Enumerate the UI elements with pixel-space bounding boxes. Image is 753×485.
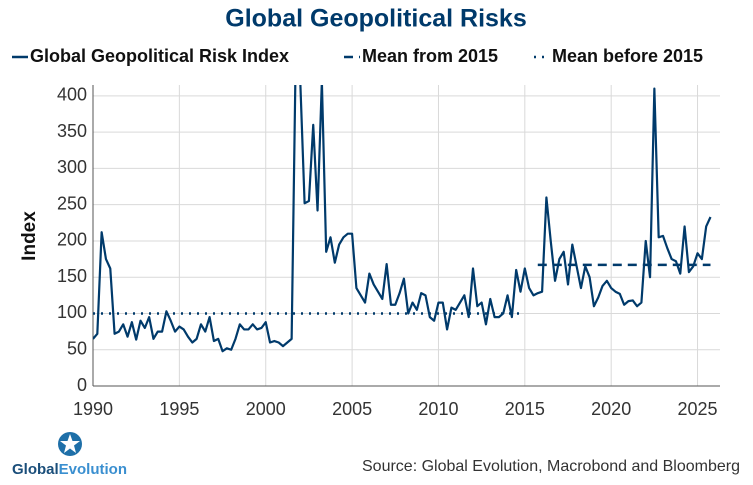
- y-axis-label: Index: [19, 211, 40, 261]
- logo-star: [60, 434, 80, 453]
- svg-text:GlobalEvolution: GlobalEvolution: [12, 461, 127, 478]
- y-tick-label: 150: [57, 266, 87, 286]
- logo-text: Evolution: [59, 461, 127, 478]
- y-tick-label: 350: [57, 121, 87, 141]
- legend-label: Mean from 2015: [362, 46, 498, 66]
- legend-label: Global Geopolitical Risk Index: [30, 46, 289, 66]
- x-tick-label: 2020: [591, 399, 631, 419]
- y-tick-label: 400: [57, 85, 87, 105]
- logo: GlobalEvolution: [12, 432, 127, 478]
- y-tick-label: 200: [57, 230, 87, 250]
- x-tick-label: 2015: [505, 399, 545, 419]
- x-tick-label: 1995: [159, 399, 199, 419]
- y-tick-label: 50: [67, 338, 87, 358]
- x-tick-label: 2005: [332, 399, 372, 419]
- x-tick-label: 2025: [678, 399, 718, 419]
- y-tick-label: 0: [77, 375, 87, 395]
- y-tick-label: 250: [57, 193, 87, 213]
- legend-label: Mean before 2015: [552, 46, 703, 66]
- y-tick-label: 100: [57, 302, 87, 322]
- x-tick-label: 1990: [73, 399, 113, 419]
- logo-text: Global: [12, 461, 59, 478]
- plot-area: [93, 85, 712, 353]
- x-tick-label: 2000: [246, 399, 286, 419]
- source-note: Source: Global Evolution, Macrobond and …: [362, 458, 740, 475]
- series-line: [93, 85, 712, 353]
- chart-title: Global Geopolitical Risks: [225, 5, 526, 33]
- y-tick-label: 300: [57, 157, 87, 177]
- x-tick-label: 2010: [418, 399, 458, 419]
